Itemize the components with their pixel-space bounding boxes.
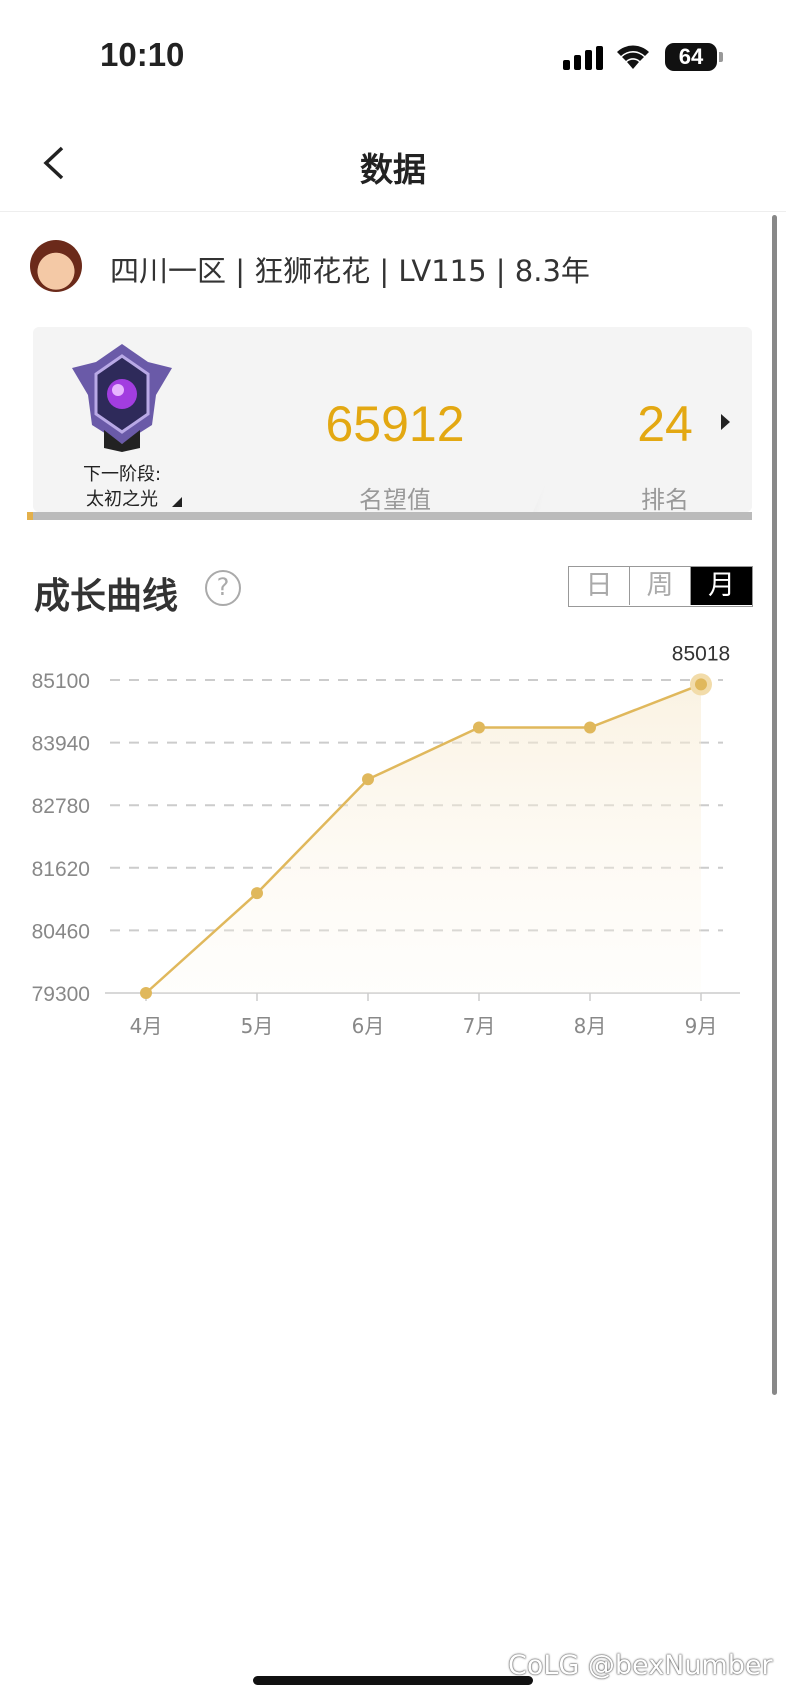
next-stage-name: 太初之光 <box>86 489 158 510</box>
y-tick-label: 85100 <box>32 670 90 693</box>
data-point <box>362 773 374 786</box>
y-tick-label: 82780 <box>32 795 90 818</box>
y-tick-label: 79300 <box>32 983 90 1006</box>
help-icon[interactable]: ? <box>205 570 241 606</box>
next-stage: 下一阶段: 太初之光 <box>62 462 182 512</box>
growth-title: 成长曲线 <box>34 576 179 617</box>
rank-value[interactable]: 24 <box>637 396 693 452</box>
progress-track <box>27 512 752 520</box>
scrollbar[interactable] <box>772 215 777 1395</box>
wifi-icon <box>617 45 649 69</box>
chevron-right-icon[interactable] <box>721 414 730 430</box>
x-tick-label: 9月 <box>685 1014 718 1038</box>
reputation-label: 名望值 <box>359 486 431 514</box>
corner-triangle-icon <box>172 497 182 507</box>
data-point <box>584 721 596 734</box>
progress-fill <box>27 512 33 520</box>
x-tick-label: 4月 <box>130 1014 163 1038</box>
rank-badge-icon[interactable] <box>68 340 176 452</box>
back-arrow-icon[interactable] <box>40 145 70 181</box>
y-tick-label: 80460 <box>32 920 90 943</box>
signal-icon <box>563 46 603 70</box>
battery-icon: 64 <box>665 43 717 71</box>
tab-month[interactable]: 月 <box>691 567 752 605</box>
x-tick-label: 8月 <box>574 1014 607 1038</box>
data-point <box>695 678 707 691</box>
area-fill <box>146 684 701 993</box>
tab-day[interactable]: 日 <box>569 567 630 605</box>
data-point <box>251 887 263 900</box>
highlight-value-label: 85018 <box>672 642 730 665</box>
page-title: 数据 <box>360 150 426 189</box>
avatar[interactable] <box>30 240 82 292</box>
x-tick-label: 7月 <box>463 1014 496 1038</box>
period-toggle: 日 周 月 <box>568 566 753 607</box>
series-line <box>145 683 702 994</box>
divider <box>0 211 786 212</box>
data-point <box>473 721 485 734</box>
tab-week[interactable]: 周 <box>630 567 691 605</box>
reputation-card <box>33 327 752 512</box>
rank-label: 排名 <box>641 486 689 514</box>
battery-cap <box>719 52 723 62</box>
x-tick-label: 5月 <box>241 1014 274 1038</box>
data-point <box>140 987 152 999</box>
status-time: 10:10 <box>100 36 185 73</box>
growth-chart: 85100 83940 82780 81620 80460 79300 4月 5月 6月 7月 8月… <box>32 642 740 1038</box>
profile-info: 四川一区 | 狂狮花花 | LV115 | 8.3年 <box>110 254 590 288</box>
x-tick-label: 6月 <box>352 1014 385 1038</box>
reputation-value: 65912 <box>325 396 465 452</box>
watermark: CoLG @bexNumber <box>508 1650 773 1681</box>
y-tick-label: 83940 <box>32 733 90 756</box>
next-stage-label: 下一阶段: <box>82 464 162 485</box>
y-tick-label: 81620 <box>32 858 90 881</box>
home-indicator[interactable] <box>253 1676 533 1685</box>
